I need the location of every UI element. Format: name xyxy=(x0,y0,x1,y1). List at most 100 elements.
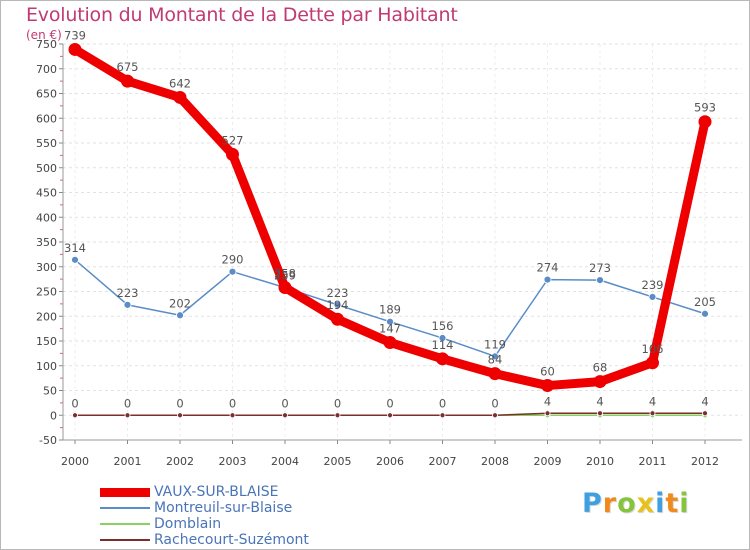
point-montreuil-sur-blaise-2002 xyxy=(176,311,184,320)
x-tick-label-2004: 2004 xyxy=(271,455,299,468)
data-label-montreuil-sur-blaise-2008: 119 xyxy=(484,337,506,351)
x-tick-label-2001: 2001 xyxy=(114,455,142,468)
legend-label-montreuil: Montreuil-sur-Blaise xyxy=(154,500,293,516)
point-rachecourt-suz-mont-2000 xyxy=(72,412,78,419)
point-vaux-sur-blaise-2005 xyxy=(331,312,344,326)
point-vaux-sur-blaise-2007 xyxy=(436,352,449,366)
y-axis-unit-label: (en €) xyxy=(26,28,62,42)
data-label-rachecourt-suz-mont-2000: 0 xyxy=(71,396,78,410)
data-label-rachecourt-suz-mont-2005: 0 xyxy=(334,396,341,410)
x-tick-label-2011: 2011 xyxy=(639,455,667,468)
data-label-vaux-sur-blaise-2007: 114 xyxy=(432,338,454,352)
point-vaux-sur-blaise-2010 xyxy=(593,375,607,389)
data-label-vaux-sur-blaise-2005: 194 xyxy=(327,298,349,312)
point-rachecourt-suz-mont-2004 xyxy=(282,412,288,419)
legend-label-rachecourt: Rachecourt-Suzémont xyxy=(154,532,309,548)
point-montreuil-sur-blaise-2000 xyxy=(71,255,79,264)
y-tick-label-350: 350 xyxy=(36,236,57,249)
data-label-vaux-sur-blaise-2009: 60 xyxy=(540,365,555,379)
point-rachecourt-suz-mont-2005 xyxy=(334,412,341,419)
x-tick-label-2006: 2006 xyxy=(376,455,404,468)
y-tick-label-0: 0 xyxy=(50,409,57,422)
point-montreuil-sur-blaise-2001 xyxy=(123,300,132,309)
point-rachecourt-suz-mont-2003 xyxy=(229,412,236,419)
y-tick-label-150: 150 xyxy=(36,335,57,348)
point-rachecourt-suz-mont-2006 xyxy=(387,412,393,419)
y-tick-label-100: 100 xyxy=(36,360,57,373)
point-montreuil-sur-blaise-2010 xyxy=(596,276,604,285)
x-tick-label-2005: 2005 xyxy=(324,455,352,468)
point-vaux-sur-blaise-2011 xyxy=(646,356,659,370)
y-tick-label-650: 650 xyxy=(36,88,57,101)
point-rachecourt-suz-mont-2007 xyxy=(439,412,446,419)
logo-letter-4: i xyxy=(655,488,666,519)
point-montreuil-sur-blaise-2011 xyxy=(648,293,657,301)
point-rachecourt-suz-mont-2002 xyxy=(177,412,183,419)
data-label-vaux-sur-blaise-2003: 527 xyxy=(222,133,244,147)
point-vaux-sur-blaise-2008 xyxy=(488,367,502,381)
data-label-vaux-sur-blaise-2011: 106 xyxy=(642,342,664,356)
point-montreuil-sur-blaise-2008 xyxy=(491,352,499,361)
data-label-montreuil-sur-blaise-2000: 314 xyxy=(64,241,86,255)
legend-label-domblain: Domblain xyxy=(154,516,222,532)
logo-letter-3: x xyxy=(636,488,656,519)
legend-swatch-vaux xyxy=(100,487,150,497)
y-tick-label-750: 750 xyxy=(36,38,57,51)
data-label-rachecourt-suz-mont-2006: 0 xyxy=(386,396,393,410)
point-vaux-sur-blaise-2002 xyxy=(173,90,187,104)
y-tick-label-600: 600 xyxy=(36,112,57,125)
data-label-montreuil-sur-blaise-2007: 156 xyxy=(432,319,454,333)
data-label-rachecourt-suz-mont-2004: 0 xyxy=(281,396,288,410)
data-label-montreuil-sur-blaise-2010: 273 xyxy=(589,261,611,275)
data-label-vaux-sur-blaise-2000: 739 xyxy=(64,28,86,42)
point-montreuil-sur-blaise-2012 xyxy=(701,309,709,318)
point-montreuil-sur-blaise-2009 xyxy=(543,275,552,284)
data-label-vaux-sur-blaise-2008: 84 xyxy=(488,353,503,367)
point-montreuil-sur-blaise-2005 xyxy=(333,300,342,309)
data-label-montreuil-sur-blaise-2011: 239 xyxy=(642,278,664,292)
grid-lines xyxy=(63,43,742,441)
data-label-vaux-sur-blaise-2004: 258 xyxy=(274,267,296,281)
point-rachecourt-suz-mont-2008 xyxy=(492,412,498,419)
point-montreuil-sur-blaise-2003 xyxy=(228,267,237,276)
point-rachecourt-suz-mont-2012 xyxy=(702,410,708,417)
axes xyxy=(59,43,742,444)
point-vaux-sur-blaise-2001 xyxy=(121,74,134,88)
point-vaux-sur-blaise-2012 xyxy=(698,115,712,129)
data-label-rachecourt-suz-mont-2009: 4 xyxy=(544,394,551,408)
point-montreuil-sur-blaise-2006 xyxy=(386,317,394,326)
y-tick-labels: -50 0 50 100 150 200 250 300 350 400 450 500 550 600 6… xyxy=(36,38,57,447)
y-tick-label-300: 300 xyxy=(36,261,57,274)
data-label-montreuil-sur-blaise-2002: 202 xyxy=(169,296,191,310)
data-label-vaux-sur-blaise-2006: 147 xyxy=(379,321,401,335)
point-rachecourt-suz-mont-2001 xyxy=(124,412,131,419)
y-tick-label-500: 500 xyxy=(36,162,57,175)
x-tick-label-2007: 2007 xyxy=(429,455,457,468)
x-tick-label-2012: 2012 xyxy=(691,455,719,468)
point-vaux-sur-blaise-2000 xyxy=(68,42,82,56)
data-label-rachecourt-suz-mont-2007: 0 xyxy=(439,396,446,410)
logo-letter-1: r xyxy=(602,488,618,519)
legend-swatch-domblain xyxy=(100,523,150,525)
data-label-montreuil-sur-blaise-2006: 189 xyxy=(379,303,401,317)
y-tick-label-50: 50 xyxy=(43,385,57,398)
point-rachecourt-suz-mont-2011 xyxy=(649,410,656,417)
logo-letter-5: t xyxy=(665,488,680,519)
logo-letter-6: i xyxy=(679,488,690,519)
data-label-montreuil-sur-blaise-2004: 259 xyxy=(274,269,296,283)
chart-title: Evolution du Montant de la Dette par Hab… xyxy=(26,4,458,26)
logo-letter-2: o xyxy=(617,488,637,519)
y-tick-label-200: 200 xyxy=(36,310,57,323)
data-label-rachecourt-suz-mont-2008: 0 xyxy=(491,396,498,410)
data-label-rachecourt-suz-mont-2012: 4 xyxy=(701,394,708,408)
point-rachecourt-suz-mont-2010 xyxy=(597,410,603,417)
proxiti-logo: Proxiti xyxy=(582,488,690,519)
legend-label-vaux: VAUX-SUR-BLAISE xyxy=(154,484,279,500)
data-label-vaux-sur-blaise-2010: 68 xyxy=(593,361,608,375)
data-label-montreuil-sur-blaise-2012: 205 xyxy=(694,295,716,309)
point-rachecourt-suz-mont-2009 xyxy=(544,410,551,417)
legend-item-montreuil: Montreuil-sur-Blaise xyxy=(100,500,360,516)
x-tick-label-2002: 2002 xyxy=(166,455,194,468)
